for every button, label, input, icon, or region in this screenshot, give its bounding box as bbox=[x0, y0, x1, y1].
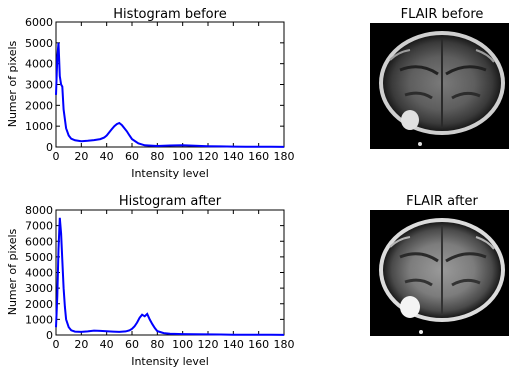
image-title-after: FLAIR after bbox=[406, 194, 478, 209]
x-tick-label: 0 bbox=[53, 338, 60, 351]
histogram-before-chart: Histogram before 0 20 40 60 80 100 120 140 160 18… bbox=[6, 7, 295, 180]
x-tick-label: 120 bbox=[198, 338, 219, 351]
y-tick-label: 0 bbox=[46, 141, 53, 154]
x-tick-label: 0 bbox=[53, 150, 60, 163]
ticks-after: 0 20 40 60 80 100 120 140 160 1800100020003000400… bbox=[25, 204, 295, 351]
x-tick-label: 40 bbox=[100, 150, 114, 163]
series-line-after bbox=[55, 217, 285, 336]
x-tick-label: 100 bbox=[172, 338, 193, 351]
y-tick-label: 2000 bbox=[25, 99, 53, 112]
x-tick-label: 140 bbox=[223, 338, 244, 351]
y-tick-label: 5000 bbox=[25, 251, 53, 264]
chart-title-after: Histogram after bbox=[119, 194, 222, 209]
x-tick-label: 20 bbox=[74, 338, 88, 351]
x-tick-label: 20 bbox=[74, 150, 88, 163]
flair-after-brain bbox=[379, 218, 505, 334]
x-tick-label: 120 bbox=[198, 150, 219, 163]
y-tick-label: 6000 bbox=[25, 235, 53, 248]
ticks-before: 0 20 40 60 80 100 120 140 160 180 0 1000 2000 3000 400… bbox=[25, 16, 295, 163]
y-tick-label: 1000 bbox=[25, 313, 53, 326]
y-tick-label: 2000 bbox=[25, 298, 53, 311]
x-tick-label: 160 bbox=[248, 338, 269, 351]
y-tick-label: 3000 bbox=[25, 79, 53, 92]
chart-title-before: Histogram before bbox=[113, 7, 226, 22]
x-tick-label: 100 bbox=[172, 150, 193, 163]
y-tick-label: 0 bbox=[46, 329, 53, 342]
y-tick-label: 5000 bbox=[25, 37, 53, 50]
x-axis-label-after: Intensity level bbox=[131, 355, 209, 367]
x-tick-label: 80 bbox=[150, 150, 164, 163]
y-tick-label: 7000 bbox=[25, 220, 53, 233]
x-tick-label: 60 bbox=[125, 150, 139, 163]
y-tick-label: 8000 bbox=[25, 204, 53, 217]
x-tick-label: 180 bbox=[274, 150, 295, 163]
y-tick-label: 6000 bbox=[25, 16, 53, 29]
x-tick-label: 140 bbox=[223, 150, 244, 163]
y-tick-label: 4000 bbox=[25, 267, 53, 280]
x-tick-label: 80 bbox=[150, 338, 164, 351]
y-axis-label-after: Numer of pixels bbox=[6, 228, 19, 315]
y-tick-label: 3000 bbox=[25, 282, 53, 295]
x-tick-label: 40 bbox=[100, 338, 114, 351]
x-axis-label-before: Intensity level bbox=[131, 167, 209, 180]
flair-before-brain bbox=[379, 31, 505, 146]
image-title-before: FLAIR before bbox=[401, 7, 484, 22]
flair-after-panel: FLAIR after bbox=[370, 194, 509, 336]
histogram-after-chart: Histogram after 0 20 40 60 80 100 120 140 160 180… bbox=[6, 194, 295, 367]
plot-frame-before bbox=[55, 21, 285, 148]
x-tick-label: 160 bbox=[248, 150, 269, 163]
y-tick-label: 1000 bbox=[25, 120, 53, 133]
flair-before-panel: FLAIR before bbox=[370, 7, 509, 149]
y-tick-label: 4000 bbox=[25, 58, 53, 71]
plot-frame-after bbox=[55, 209, 285, 336]
x-tick-label: 180 bbox=[274, 338, 295, 351]
x-tick-label: 60 bbox=[125, 338, 139, 351]
series-line-before bbox=[55, 42, 285, 148]
y-axis-label-before: Numer of pixels bbox=[6, 40, 19, 127]
